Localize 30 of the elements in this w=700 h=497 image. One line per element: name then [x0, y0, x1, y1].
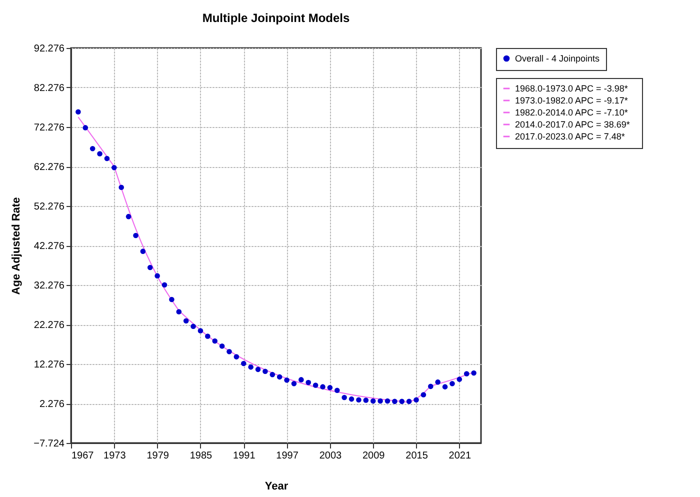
x-tick-label: 1991	[233, 450, 256, 462]
y-tick-label: 22.276	[34, 320, 65, 331]
x-tick-label: 1979	[146, 450, 170, 462]
y-tick-label: 72.276	[34, 122, 65, 134]
x-tick-label: 1985	[190, 450, 213, 462]
x-tick-label: 1973	[104, 450, 126, 462]
y-tick-label: 52.276	[34, 202, 65, 212]
chart-title: Multiple Joinpoint Models	[202, 11, 350, 25]
legend-label: Overall - 4 Joinpoints	[515, 54, 600, 64]
x-tick-label: 1997	[276, 450, 299, 462]
legend-label: 2014.0-2017.0 APC = 38.69*	[515, 120, 630, 130]
y-tick-label: 2.276	[39, 399, 65, 410]
y-tick-label: 82.276	[34, 83, 65, 94]
y-tick-label: 42.276	[34, 241, 65, 252]
legend-label: 1968.0-1973.0 APC = -3.98*	[515, 84, 628, 94]
y-tick-label: 92.276	[34, 44, 65, 54]
x-tick-label: 2015	[406, 450, 428, 462]
x-tick-label: 1967	[72, 450, 94, 462]
legend-label: 1982.0-2014.0 APC = -7.10*	[515, 108, 628, 118]
x-axis-title: Year	[264, 480, 289, 492]
x-tick-label: 2003	[319, 450, 342, 462]
y-tick-label: 32.276	[34, 280, 65, 292]
x-tick-label: 2009	[362, 450, 386, 462]
legend-label: 2017.0-2023.0 APC = 7.48*	[515, 132, 626, 142]
y-tick-label: 12.276	[34, 360, 65, 370]
x-tick-label: 2021	[448, 450, 472, 462]
legend-label: 1973.0-1982.0 APC = -9.17*	[515, 96, 628, 106]
y-tick-label: −7.724	[34, 438, 65, 450]
y-axis-title: Age Adjusted Rate	[10, 197, 23, 295]
y-tick-label: 62.276	[34, 162, 65, 173]
